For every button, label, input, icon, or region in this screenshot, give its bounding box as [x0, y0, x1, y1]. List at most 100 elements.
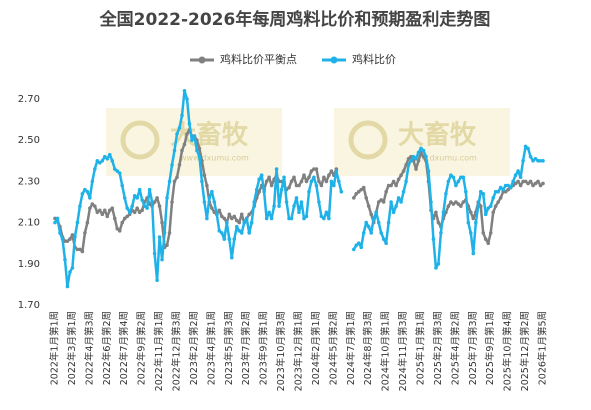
x-tick-label: 2022年6月第2周 — [101, 311, 113, 385]
point — [274, 167, 279, 171]
point — [279, 187, 284, 192]
x-tick-label: 2023年10月第3周 — [275, 311, 287, 391]
y-tick-label: 2.30 — [18, 176, 40, 187]
point — [155, 196, 159, 200]
watermark-logo — [120, 120, 160, 160]
point — [436, 262, 441, 266]
point — [239, 231, 244, 235]
point — [359, 187, 364, 192]
point — [217, 229, 222, 233]
point — [95, 159, 100, 163]
point — [511, 179, 515, 184]
point — [394, 204, 398, 208]
point — [98, 208, 102, 213]
point — [518, 183, 523, 188]
point — [112, 216, 117, 221]
x-tick-label: 2024年2月第1周 — [310, 311, 322, 385]
point — [406, 156, 411, 161]
x-tick-label: 2025年4月第2周 — [449, 311, 461, 385]
point — [254, 187, 259, 192]
point — [155, 278, 159, 283]
point — [424, 154, 428, 159]
point — [227, 212, 232, 217]
point — [224, 220, 229, 225]
point — [516, 179, 520, 184]
point — [195, 148, 199, 153]
point — [312, 167, 316, 171]
point — [58, 231, 62, 235]
point — [317, 200, 321, 204]
point — [210, 206, 214, 210]
point — [361, 185, 366, 190]
point — [120, 220, 125, 225]
point — [70, 266, 75, 270]
point — [541, 159, 545, 163]
point — [75, 220, 80, 225]
point — [471, 251, 476, 256]
point — [162, 231, 167, 235]
point — [369, 212, 374, 217]
point — [399, 200, 403, 204]
point — [327, 216, 331, 221]
series — [53, 88, 545, 289]
point — [409, 159, 413, 163]
x-tick-label: 2022年11月第1周 — [153, 311, 165, 391]
point — [441, 210, 446, 215]
point — [386, 183, 391, 188]
point — [376, 200, 381, 204]
point — [503, 189, 508, 194]
x-tick-label: 2022年4月第3周 — [83, 311, 95, 385]
point — [60, 237, 65, 241]
point — [379, 231, 383, 235]
point — [257, 189, 261, 194]
point — [513, 181, 518, 186]
point — [85, 189, 90, 194]
point — [222, 216, 227, 221]
point — [528, 179, 533, 184]
point — [498, 185, 503, 190]
point — [137, 187, 142, 192]
point — [157, 235, 162, 239]
point — [132, 194, 137, 198]
point — [167, 231, 172, 235]
point — [217, 208, 222, 213]
point — [449, 173, 453, 178]
point — [220, 231, 224, 235]
point — [112, 167, 117, 171]
point — [190, 138, 194, 142]
point — [117, 171, 122, 175]
point — [297, 210, 301, 215]
point — [127, 210, 132, 215]
point — [456, 202, 461, 206]
point — [289, 216, 294, 221]
point — [294, 196, 299, 200]
point — [496, 189, 500, 194]
point — [498, 196, 503, 200]
x-tick-label: 2024年5月第2周 — [327, 311, 339, 385]
point — [150, 200, 154, 204]
point — [536, 179, 540, 184]
point — [237, 220, 242, 225]
x-tick-label: 2025年7月第3周 — [467, 311, 479, 385]
point — [334, 169, 339, 173]
point — [389, 183, 393, 188]
point — [202, 173, 207, 178]
point — [531, 183, 535, 188]
point — [471, 216, 476, 221]
point — [506, 183, 510, 188]
point — [312, 175, 316, 180]
point — [302, 216, 306, 221]
point — [125, 214, 130, 219]
point — [232, 237, 237, 241]
point — [100, 212, 105, 217]
point — [481, 231, 486, 235]
point — [394, 183, 398, 188]
point — [444, 191, 448, 196]
point — [267, 175, 271, 180]
point — [446, 179, 451, 184]
point — [257, 177, 261, 182]
point — [416, 159, 421, 163]
point — [361, 231, 366, 235]
point — [212, 200, 217, 204]
point — [135, 206, 139, 210]
